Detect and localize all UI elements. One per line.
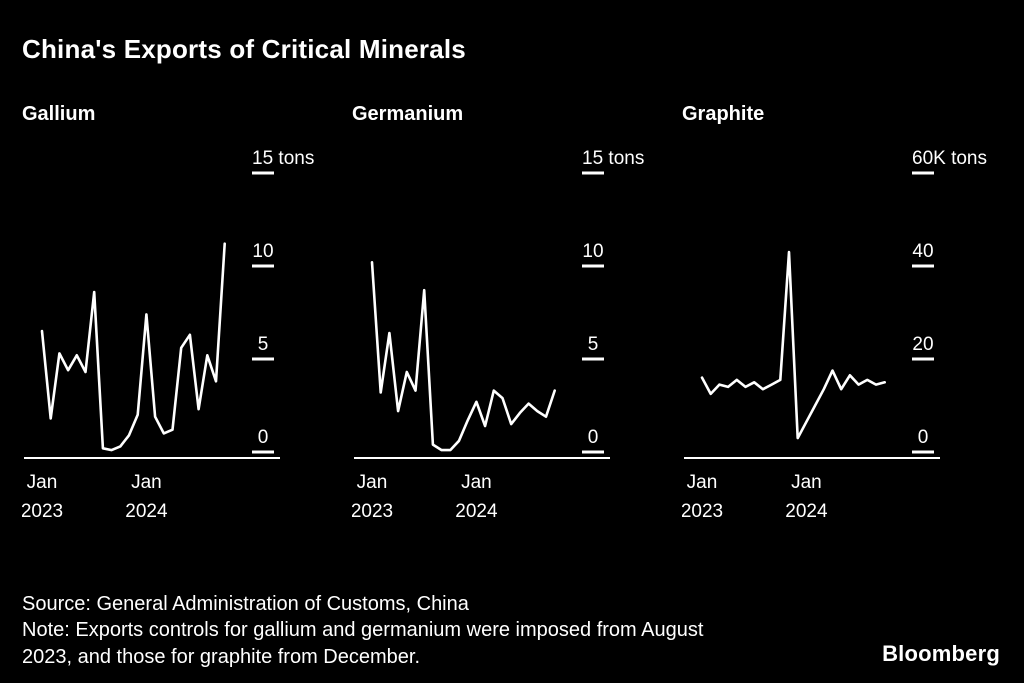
bloomberg-logo: Bloomberg [882, 641, 1000, 666]
x-tick-label: Jan [27, 472, 58, 493]
x-tick-label: 2024 [125, 501, 168, 522]
x-tick-label: Jan [131, 472, 162, 493]
y-tick-label: 5 [258, 334, 269, 355]
gallium-line-chart: 15 tons 10 5 0 Jan 2023 Jan 2024 [21, 148, 314, 522]
graphite-line-chart: 60K tons 40 20 0 Jan 2023 Jan 2024 [681, 148, 987, 522]
graphite-panel: Graphite 60K tons 40 20 0 Jan 2023 Jan 2024 [681, 103, 1012, 533]
footer: Source: General Administration of Custom… [22, 591, 1002, 670]
y-tick-label: 20 [912, 334, 933, 355]
germanium-panel: Germanium 15 tons 10 5 0 Jan 2023 Jan 2024 [351, 103, 682, 533]
note-line-2: 2023, and those for graphite from Decemb… [22, 645, 421, 668]
germanium-line-chart: 15 tons 10 5 0 Jan 2023 Jan 2024 [351, 148, 644, 522]
gallium-panel-title: Gallium [22, 103, 96, 125]
germanium-plot: 15 tons 10 5 0 Jan 2023 Jan 2024 [351, 136, 682, 533]
graphite-plot: 60K tons 40 20 0 Jan 2023 Jan 2024 [681, 136, 1012, 533]
x-tick-label: 2024 [785, 501, 828, 522]
y-tick-label: 15 tons [582, 148, 644, 169]
gallium-plot: 15 tons 10 5 0 Jan 2023 Jan 2024 [21, 136, 352, 533]
y-tick-label: 0 [588, 427, 599, 448]
gallium-panel: Gallium 15 tons 10 5 0 Jan 2023 Jan 2024 [21, 103, 352, 533]
source-line: Source: General Administration of Custom… [22, 593, 469, 615]
x-tick-label: 2023 [682, 501, 723, 522]
chart-panels-row: Gallium 15 tons 10 5 0 Jan 2023 Jan 2024 German… [21, 103, 1002, 533]
x-tick-label: Jan [791, 472, 822, 493]
y-tick-label: 60K tons [912, 148, 987, 169]
data-line [700, 250, 886, 440]
y-tick-label: 40 [912, 241, 933, 262]
x-tick-label: Jan [357, 472, 388, 493]
y-tick-label: 0 [258, 427, 269, 448]
x-tick-label: Jan [687, 472, 718, 493]
y-tick-label: 10 [582, 241, 603, 262]
data-line [370, 261, 556, 452]
y-tick-label: 10 [252, 241, 273, 262]
y-tick-label: 15 tons [252, 148, 314, 169]
x-tick-label: 2023 [22, 501, 63, 522]
note-line-1: Note: Exports controls for gallium and g… [22, 619, 704, 642]
x-tick-label: 2023 [352, 501, 393, 522]
y-tick-label: 5 [588, 334, 599, 355]
page-title: China's Exports of Critical Minerals [22, 34, 466, 64]
y-tick-label: 0 [918, 427, 929, 448]
graphite-panel-title: Graphite [682, 103, 765, 125]
x-tick-label: Jan [461, 472, 492, 493]
x-tick-label: 2024 [455, 501, 498, 522]
germanium-panel-title: Germanium [352, 103, 464, 125]
data-line [40, 242, 226, 452]
